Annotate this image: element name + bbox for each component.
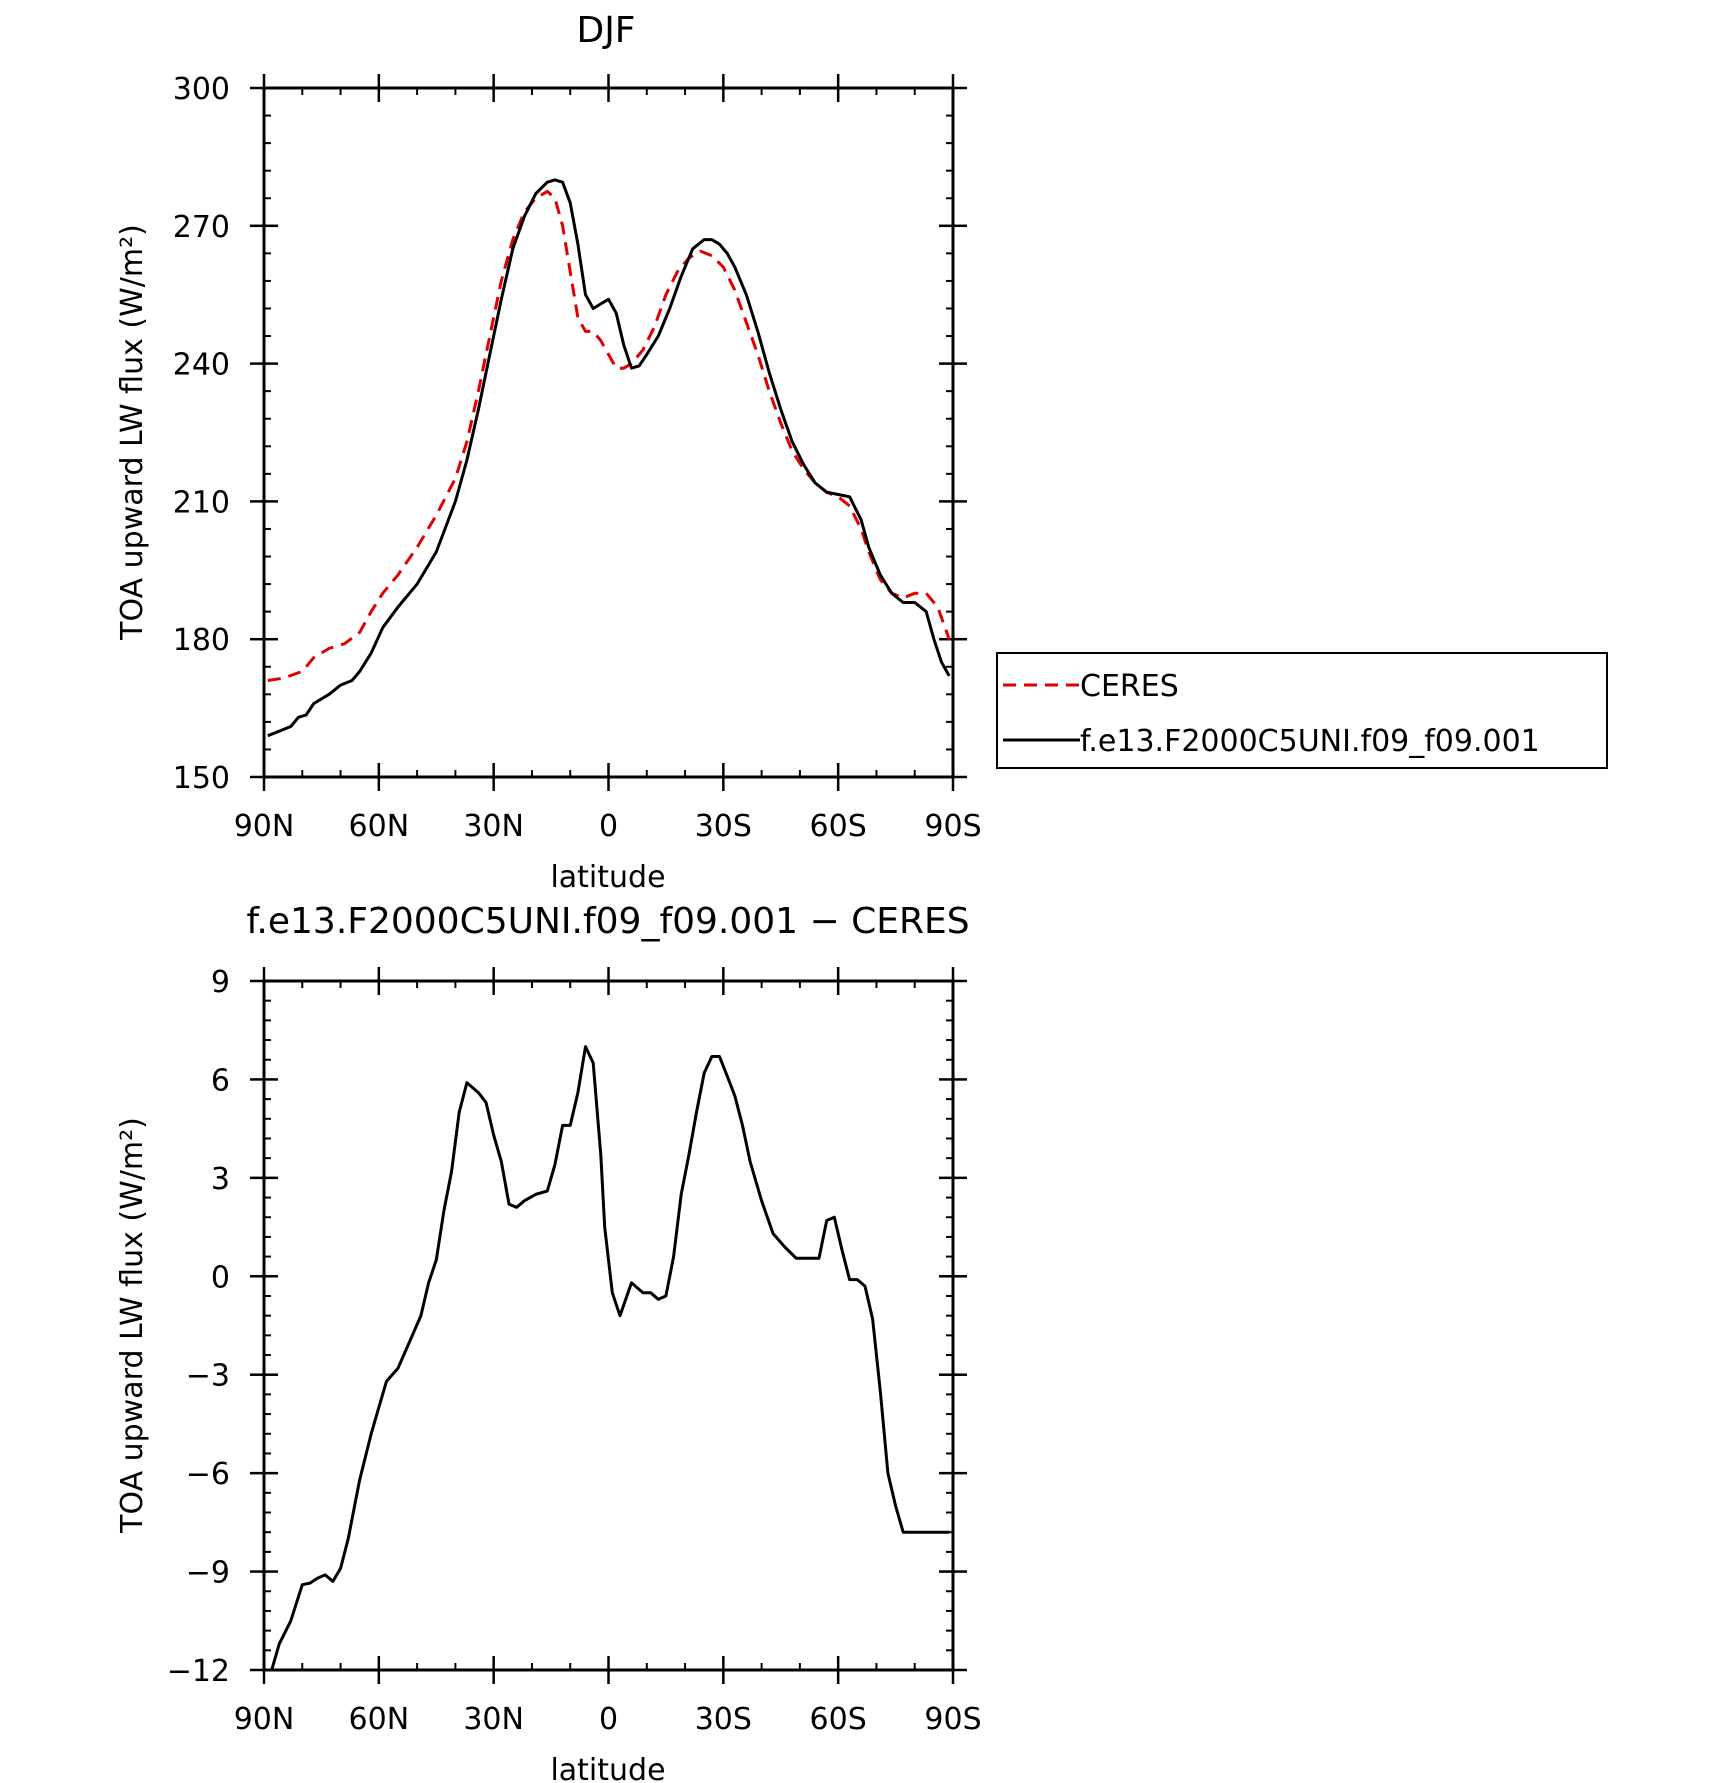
legend-label-ceres: CERES bbox=[1080, 669, 1179, 704]
chart-bottom-y-tick-label: −6 bbox=[186, 1457, 230, 1492]
chart-top-y-axis-title: TOA upward LW flux (W/m²) bbox=[115, 224, 150, 641]
chart-top-x-tick-label: 30S bbox=[695, 809, 752, 844]
chart-top-series-line-0 bbox=[267, 189, 951, 682]
chart-top-x-tick-label: 60S bbox=[810, 809, 867, 844]
chart-bottom-x-axis-title: latitude bbox=[550, 1753, 665, 1783]
chart-top-y-tick-label: 300 bbox=[173, 72, 230, 107]
chart-bottom-series bbox=[270, 1045, 950, 1671]
chart-top-x-axis-title: latitude bbox=[550, 860, 665, 895]
chart-bottom-title: f.e13.F2000C5UNI.f09_f09.001 − CERES bbox=[246, 901, 969, 942]
chart-bottom-x-tick-label: 30N bbox=[463, 1702, 524, 1737]
chart-bottom-x-tick-label: 90S bbox=[924, 1702, 981, 1737]
chart-top-y-tick-label: 270 bbox=[173, 210, 230, 245]
legend-label-model: f.e13.F2000C5UNI.f09_f09.001 bbox=[1080, 724, 1540, 759]
chart-top-plot-frame bbox=[262, 86, 955, 779]
chart-top-ticks: 90N 60N 30N 0 30S 60S 90S 150 180 210 240 270 300 bbox=[173, 72, 982, 844]
chart-top-series-line-1 bbox=[267, 178, 951, 738]
chart-bottom-y-tick-label: 9 bbox=[211, 965, 230, 1000]
chart-bottom-x-tick-label: 60S bbox=[810, 1702, 867, 1737]
chart-top-x-tick-label: 60N bbox=[349, 809, 410, 844]
chart-bottom-y-tick-label: 0 bbox=[211, 1260, 230, 1295]
chart-bottom-y-tick-label: 6 bbox=[211, 1063, 230, 1098]
legend: CERES f.e13.F2000C5UNI.f09_f09.001 bbox=[996, 652, 1608, 769]
chart-top-y-tick-label: 240 bbox=[173, 348, 230, 383]
chart-top-x-tick-label: 90N bbox=[234, 809, 295, 844]
chart-top-y-axis-title-text: TOA upward LW flux (W/m²) bbox=[115, 224, 150, 641]
chart-bottom-series-line-0 bbox=[270, 1045, 950, 1671]
chart-top-series bbox=[267, 178, 951, 738]
chart-bottom-x-tick-label: 30S bbox=[695, 1702, 752, 1737]
chart-top-x-tick-label: 90S bbox=[924, 809, 981, 844]
chart-bottom-plot-frame bbox=[262, 979, 955, 1672]
chart-bottom-y-axis-title: TOA upward LW flux (W/m²) bbox=[115, 1117, 150, 1534]
chart-top-title: DJF bbox=[576, 10, 635, 51]
chart-bottom-x-tick-label: 90N bbox=[234, 1702, 295, 1737]
chart-bottom-y-axis-title-text: TOA upward LW flux (W/m²) bbox=[115, 1117, 150, 1534]
chart-bottom-x-tick-label: 60N bbox=[349, 1702, 410, 1737]
chart-bottom: f.e13.F2000C5UNI.f09_f09.001 − CERES 90N… bbox=[115, 901, 982, 1783]
chart-top-y-tick-label: 150 bbox=[173, 761, 230, 796]
chart-top-x-tick-label: 0 bbox=[599, 809, 618, 844]
chart-bottom-y-tick-label: −3 bbox=[186, 1359, 230, 1394]
chart-top-y-tick-label: 210 bbox=[173, 485, 230, 520]
chart-bottom-y-tick-label: −9 bbox=[186, 1556, 230, 1591]
legend-box bbox=[996, 652, 1608, 769]
chart-bottom-y-tick-label: −12 bbox=[167, 1654, 230, 1689]
chart-top: DJF 90N 60N 30N 0 30S 60S 90S 150 180 210 240 270 30… bbox=[115, 10, 1608, 895]
chart-top-x-tick-label: 30N bbox=[463, 809, 524, 844]
chart-bottom-x-tick-label: 0 bbox=[599, 1702, 618, 1737]
chart-top-y-tick-label: 180 bbox=[173, 623, 230, 658]
chart-bottom-y-tick-label: 3 bbox=[211, 1162, 230, 1197]
